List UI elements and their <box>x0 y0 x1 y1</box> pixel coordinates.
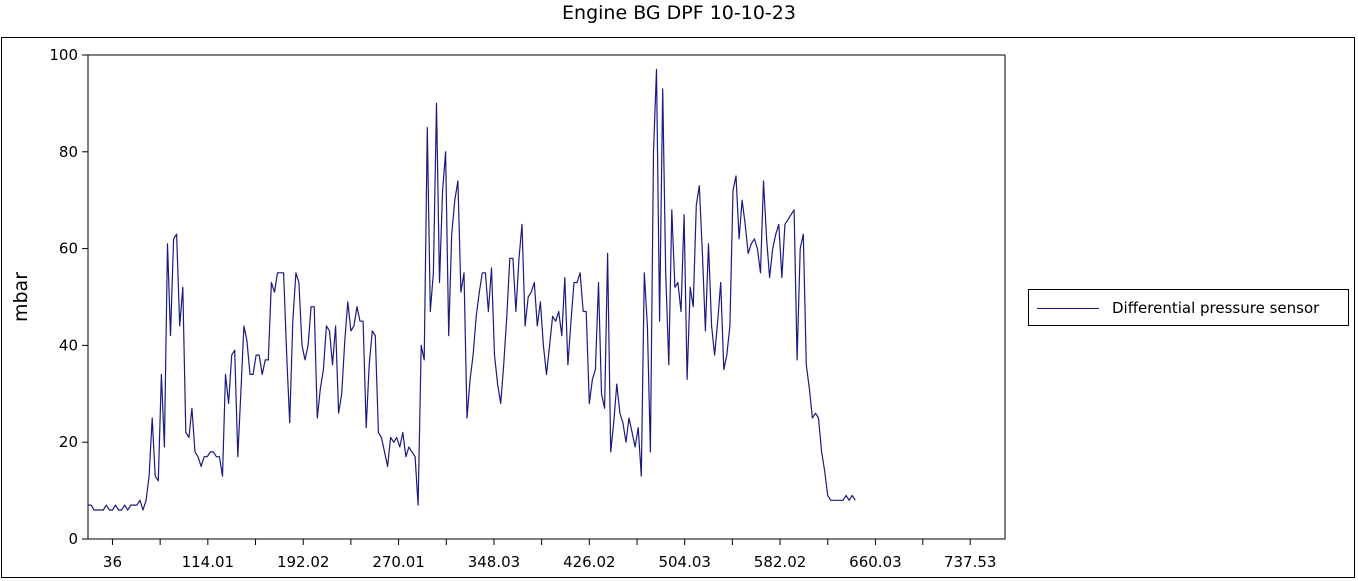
legend: Differential pressure sensor <box>1028 289 1349 326</box>
legend-label: Differential pressure sensor <box>1112 299 1320 317</box>
x-axis: 36 114.01 192.02 270.01 348.03 426.02 504.03 58… <box>103 539 997 571</box>
x-tick-label: 426.02 <box>563 553 616 571</box>
chart-title: Engine BG DPF 10-10-23 <box>562 2 796 24</box>
y-tick-label: 20 <box>59 433 78 451</box>
y-axis-label: mbar <box>10 271 32 323</box>
y-tick-label: 80 <box>59 143 78 161</box>
series-line-differential-pressure <box>88 68 856 511</box>
x-tick-label: 348.03 <box>468 553 521 571</box>
x-tick-label: 270.01 <box>372 553 425 571</box>
legend-swatch <box>1037 308 1099 309</box>
x-tick-label: 36 <box>103 553 122 571</box>
x-tick-label: 660.03 <box>849 553 902 571</box>
y-tick-label: 100 <box>49 46 78 64</box>
plot-border <box>87 54 1006 540</box>
x-tick-label: 737.53 <box>944 553 997 571</box>
x-tick-label: 192.02 <box>277 553 330 571</box>
y-tick-label: 0 <box>68 530 78 548</box>
y-tick-label: 60 <box>59 240 78 258</box>
chart-frame <box>1 37 1355 578</box>
y-axis: 0 20 40 60 80 100 <box>49 46 88 548</box>
x-tick-label: 504.03 <box>658 553 711 571</box>
x-tick-label: 582.02 <box>754 553 807 571</box>
y-tick-label: 40 <box>59 336 78 354</box>
x-tick-label: 114.01 <box>182 553 235 571</box>
